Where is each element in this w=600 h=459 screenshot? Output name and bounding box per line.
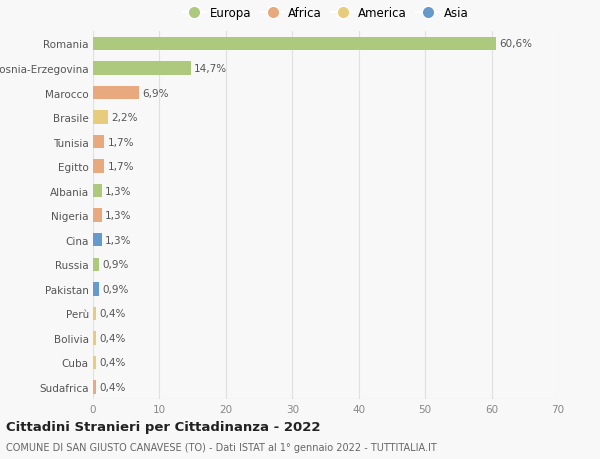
Bar [93, 209, 101, 223]
Bar [93, 234, 101, 247]
Bar [93, 282, 99, 296]
Bar [93, 38, 496, 51]
Bar [93, 87, 139, 100]
Text: 1,3%: 1,3% [105, 235, 131, 245]
Text: 1,3%: 1,3% [105, 211, 131, 221]
Text: 0,9%: 0,9% [102, 260, 128, 270]
Bar [93, 111, 107, 124]
Text: COMUNE DI SAN GIUSTO CANAVESE (TO) - Dati ISTAT al 1° gennaio 2022 - TUTTITALIA.: COMUNE DI SAN GIUSTO CANAVESE (TO) - Dat… [6, 442, 437, 452]
Bar [93, 331, 95, 345]
Text: 6,9%: 6,9% [142, 88, 169, 98]
Text: 14,7%: 14,7% [194, 64, 227, 74]
Text: 0,9%: 0,9% [102, 284, 128, 294]
Bar [93, 258, 99, 271]
Bar [93, 160, 104, 174]
Text: 1,7%: 1,7% [107, 137, 134, 147]
Bar [93, 381, 95, 394]
Text: 2,2%: 2,2% [111, 113, 137, 123]
Bar [93, 307, 95, 320]
Bar [93, 135, 104, 149]
Text: 60,6%: 60,6% [499, 39, 532, 50]
Text: 0,4%: 0,4% [99, 382, 125, 392]
Bar [93, 356, 95, 369]
Bar [93, 62, 191, 76]
Text: 1,3%: 1,3% [105, 186, 131, 196]
Legend: Europa, Africa, America, Asia: Europa, Africa, America, Asia [180, 5, 471, 22]
Text: 1,7%: 1,7% [107, 162, 134, 172]
Bar [93, 185, 101, 198]
Text: Cittadini Stranieri per Cittadinanza - 2022: Cittadini Stranieri per Cittadinanza - 2… [6, 420, 320, 433]
Text: 0,4%: 0,4% [99, 358, 125, 368]
Text: 0,4%: 0,4% [99, 333, 125, 343]
Text: 0,4%: 0,4% [99, 308, 125, 319]
